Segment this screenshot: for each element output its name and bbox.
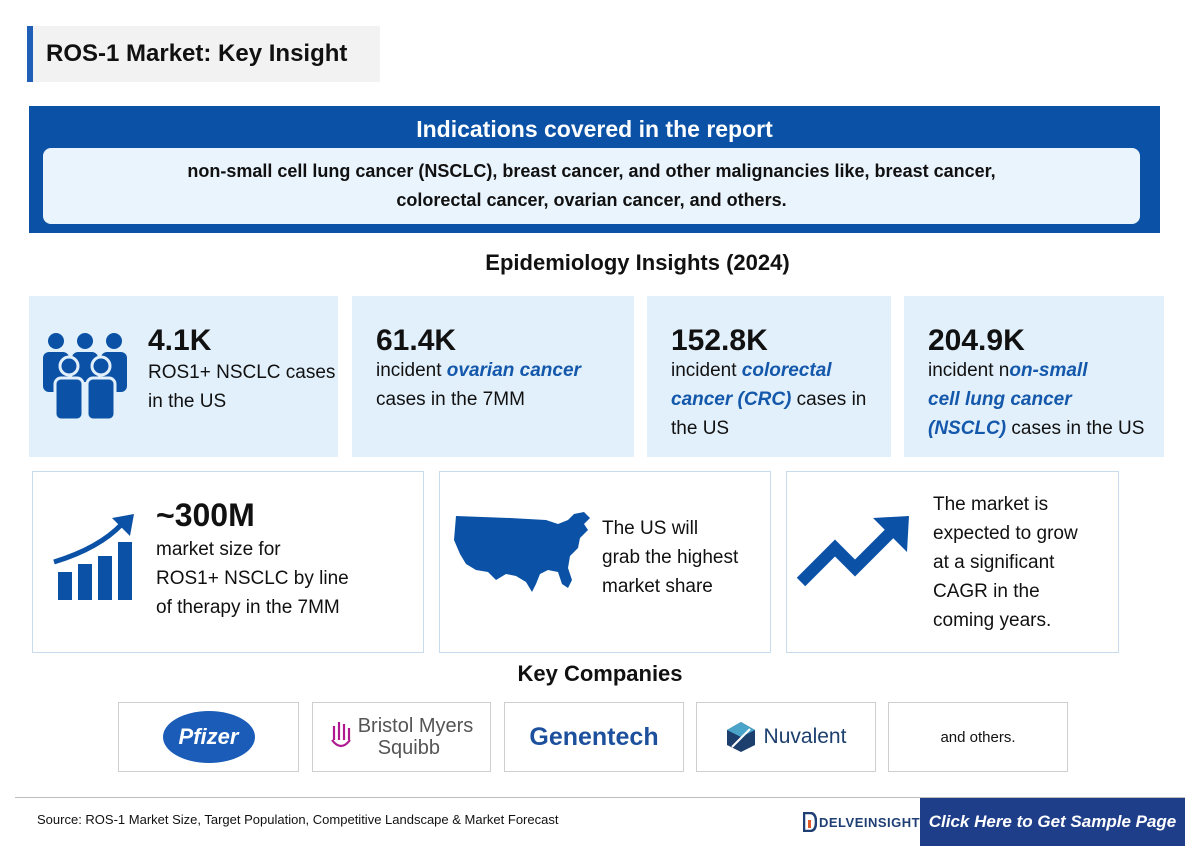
stat-highlight: (NSCLC) xyxy=(928,418,1007,439)
brand-name: DELVEINSIGHT xyxy=(819,814,921,830)
nuvalent-cube-icon xyxy=(726,722,755,752)
stat-text: cases in xyxy=(791,389,867,410)
pfizer-logo: Pfizer xyxy=(118,702,299,772)
growth-bar-chart-icon xyxy=(53,514,134,600)
stat-card-ros1-nsclc: 4.1K ROS1+ NSCLC cases in the US xyxy=(29,296,338,457)
company-name: Pfizer xyxy=(178,724,239,749)
desc-line: expected to grow xyxy=(933,523,1078,544)
pfizer-oval-icon: Pfizer xyxy=(162,711,255,763)
stat-description: ROS1+ NSCLC cases in the US xyxy=(148,358,335,416)
people-icon xyxy=(43,333,127,422)
nuvalent-logo: Nuvalent xyxy=(696,702,876,772)
stat-text: incident n xyxy=(928,360,1010,381)
stat-value: 4.1K xyxy=(148,324,212,357)
desc-line: ROS1+ NSCLC by line xyxy=(156,568,349,589)
others-box: and others. xyxy=(888,702,1068,772)
us-share-card: The US will grab the highest market shar… xyxy=(439,471,771,653)
stat-value: 152.8K xyxy=(671,324,768,357)
stat-description: incident non-small cell lung cancer (NSC… xyxy=(928,356,1162,443)
stat-highlight: ovarian cancer xyxy=(446,360,581,381)
desc-line: grab the highest xyxy=(602,547,739,568)
desc-line: The US will xyxy=(602,518,699,539)
stat-line: the US xyxy=(671,418,730,439)
epidemiology-heading: Epidemiology Insights (2024) xyxy=(485,250,790,275)
market-size-description: market size for ROS1+ NSCLC by line of t… xyxy=(156,535,418,622)
title-box: ROS-1 Market: Key Insight xyxy=(27,26,380,82)
stat-line: cases in the 7MM xyxy=(376,389,525,410)
stat-highlight: on-small xyxy=(1009,360,1088,381)
market-size-card: ~300M market size for ROS1+ NSCLC by lin… xyxy=(32,471,424,653)
stat-line: ROS1+ NSCLC cases xyxy=(148,362,336,383)
cagr-description: The market is expected to grow at a sign… xyxy=(933,490,1113,635)
others-text: and others. xyxy=(940,728,1016,746)
stat-text: incident xyxy=(376,360,447,381)
desc-line: market size for xyxy=(156,539,281,560)
stat-description: incident colorectal cancer (CRC) cases i… xyxy=(671,356,889,443)
stat-line: in the US xyxy=(148,391,227,412)
stat-highlight: colorectal xyxy=(741,360,832,381)
page-title: ROS-1 Market: Key Insight xyxy=(46,40,348,67)
footer-divider xyxy=(15,797,1185,798)
genentech-logo: Genentech xyxy=(504,702,684,772)
desc-line: The market is xyxy=(933,494,1049,515)
company-name: Genentech xyxy=(529,722,659,751)
get-sample-page-button[interactable]: Click Here to Get Sample Page xyxy=(920,798,1185,846)
company-name: Squibb xyxy=(377,737,440,759)
company-name: Bristol Myers xyxy=(357,715,474,737)
delveinsight-logo[interactable]: DELVEINSIGHT xyxy=(803,812,920,832)
indications-text: non-small cell lung cancer (NSCLC), brea… xyxy=(43,148,1140,224)
stat-value: 204.9K xyxy=(928,324,1025,357)
cagr-card: The market is expected to grow at a sign… xyxy=(786,471,1119,653)
stat-card-ovarian: 61.4K incident ovarian cancer cases in t… xyxy=(352,296,634,457)
stat-text: cases in the US xyxy=(1006,418,1145,439)
stat-highlight: cancer (CRC) xyxy=(671,389,792,410)
desc-line: of therapy in the 7MM xyxy=(156,597,340,618)
indications-panel: Indications covered in the report non-sm… xyxy=(29,106,1160,233)
desc-line: at a significant xyxy=(933,552,1055,573)
stat-description: incident ovarian cancer cases in the 7MM xyxy=(376,356,631,414)
us-map-icon xyxy=(454,512,590,592)
desc-line: market share xyxy=(602,576,713,597)
stat-text: incident xyxy=(671,360,742,381)
delveinsight-mark-icon xyxy=(803,812,817,832)
stat-card-crc: 152.8K incident colorectal cancer (CRC) … xyxy=(647,296,891,457)
desc-line: CAGR in the xyxy=(933,581,1040,602)
us-share-description: The US will grab the highest market shar… xyxy=(602,514,767,601)
stat-value: 61.4K xyxy=(376,324,457,357)
source-text: Source: ROS-1 Market Size, Target Popula… xyxy=(37,812,559,827)
key-companies-heading: Key Companies xyxy=(517,661,683,686)
stat-highlight: cell lung cancer xyxy=(928,389,1072,410)
trend-up-arrow-icon xyxy=(796,516,909,587)
company-name: Nuvalent xyxy=(763,725,847,748)
stat-card-nsclc: 204.9K incident non-small cell lung canc… xyxy=(904,296,1164,457)
bms-name: Bristol Myers Squibb xyxy=(358,715,474,759)
desc-line: coming years. xyxy=(933,610,1052,631)
bms-logo: Bristol Myers Squibb xyxy=(312,702,491,772)
bms-mark-icon xyxy=(330,722,351,748)
indications-heading: Indications covered in the report xyxy=(416,116,773,142)
market-size-value: ~300M xyxy=(156,497,255,533)
